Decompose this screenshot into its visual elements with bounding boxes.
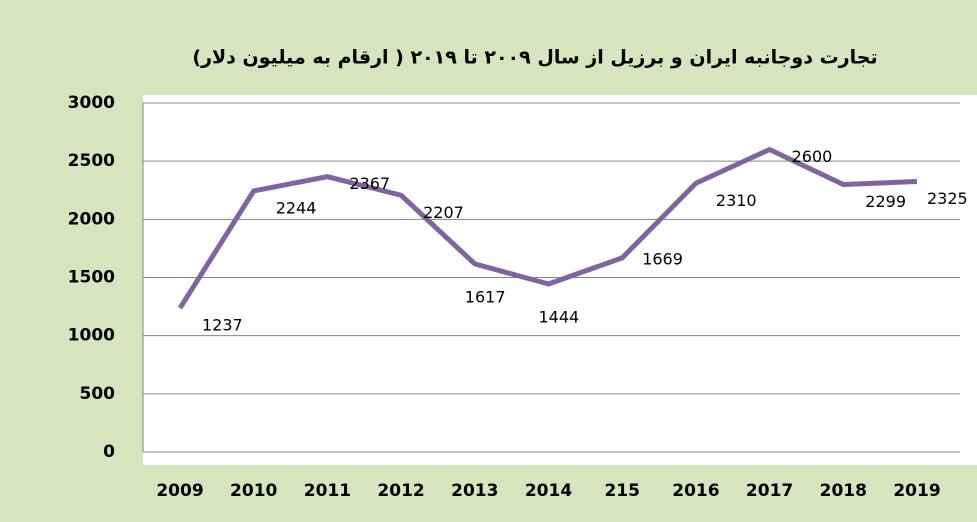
- x-tick-label: 2010: [230, 481, 277, 501]
- x-tick-label: 2018: [820, 481, 867, 501]
- data-label: 2244: [276, 198, 317, 217]
- data-label: 1669: [642, 249, 683, 268]
- y-tick-label: 3000: [68, 93, 115, 113]
- x-tick-label: 2014: [525, 481, 572, 501]
- data-line: [177, 147, 918, 310]
- data-label: 1617: [465, 287, 506, 306]
- x-tick-label: 2013: [451, 481, 498, 501]
- data-label: 2600: [792, 147, 833, 166]
- data-label: 2325: [927, 189, 968, 208]
- y-tick-label: 2500: [68, 151, 115, 171]
- x-tick-label: 2019: [893, 481, 940, 501]
- data-label: 1237: [202, 316, 243, 335]
- y-tick-label: 500: [80, 384, 116, 404]
- x-tick-label: 2009: [156, 481, 203, 501]
- y-tick-label: 2000: [68, 209, 115, 229]
- data-label: 2207: [423, 203, 464, 222]
- x-tick-label: 2016: [672, 481, 719, 501]
- x-tick-label: 2011: [304, 481, 351, 501]
- data-label: 2299: [865, 192, 906, 211]
- data-label: 1444: [539, 308, 580, 327]
- x-tick-label: 2012: [377, 481, 424, 501]
- chart-title: تجارت دوجانبه ایران و برزیل از سال ۲۰۰۹ …: [192, 47, 877, 69]
- y-tick-label: 1500: [68, 268, 115, 288]
- x-tick-label: 215: [604, 481, 640, 501]
- x-tick-label: 2017: [746, 481, 793, 501]
- data-label: 2367: [349, 174, 390, 193]
- data-label: 2310: [716, 191, 757, 210]
- y-tick-label: 1000: [68, 326, 115, 346]
- y-tick-label: 0: [103, 442, 115, 462]
